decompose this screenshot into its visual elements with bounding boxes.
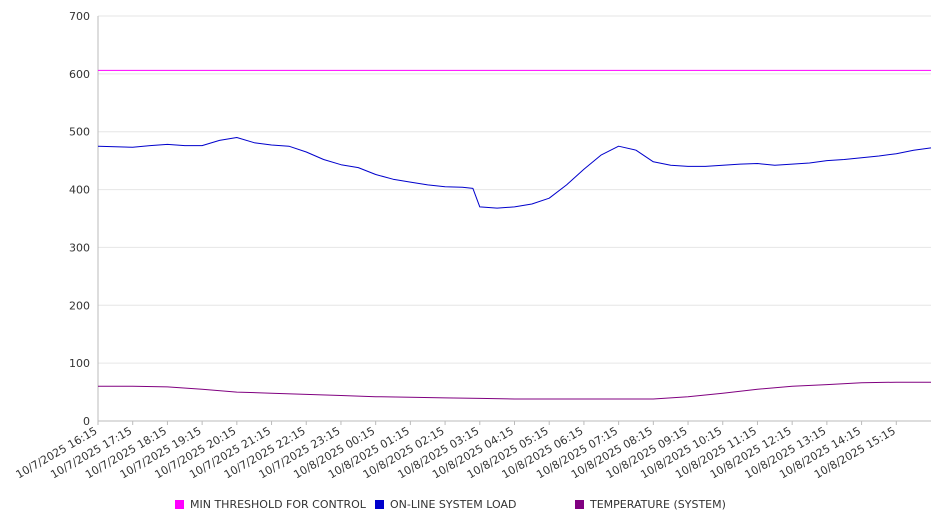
series-lines [97,69,932,400]
legend-swatch-blue [375,500,384,509]
legend-item-system-load[interactable]: ON-LINE SYSTEM LOAD [375,498,516,511]
y-tick-label: 700 [69,10,90,23]
y-tick-label: 0 [83,415,90,428]
legend-item-min-threshold[interactable]: MIN THRESHOLD FOR CONTROL [175,498,366,511]
y-tick-label: 200 [69,299,90,312]
y-axis-ticks: 0 100 200 300 400 500 600 700 [69,10,90,428]
legend-item-temperature[interactable]: TEMPERATURE (SYSTEM) [575,498,726,511]
axes [97,16,931,422]
y-tick-label: 600 [69,68,90,81]
y-tick-label: 300 [69,241,90,254]
y-tick-label: 400 [69,184,90,197]
legend: MIN THRESHOLD FOR CONTROL ON-LINE SYSTEM… [0,498,946,516]
series-line-2[interactable] [98,381,931,400]
legend-label: TEMPERATURE (SYSTEM) [590,498,726,511]
y-tick-label: 500 [69,126,90,139]
grid-lines [98,15,931,364]
legend-label: MIN THRESHOLD FOR CONTROL [190,498,366,511]
y-tick-label: 100 [69,357,90,370]
legend-swatch-purple [575,500,584,509]
legend-swatch-magenta [175,500,184,509]
series-line-1[interactable] [97,137,932,209]
legend-label: ON-LINE SYSTEM LOAD [390,498,517,511]
